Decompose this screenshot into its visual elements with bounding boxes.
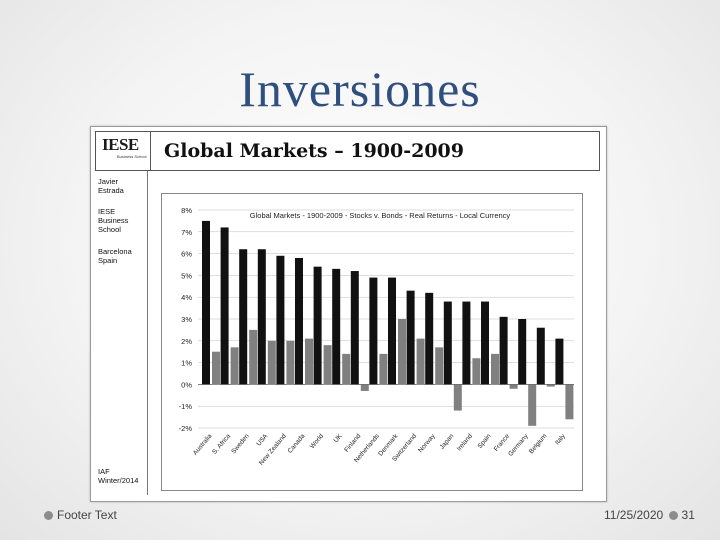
y-tick-label: 0% bbox=[181, 380, 192, 389]
bonds-bar bbox=[416, 338, 425, 385]
bonds-bar bbox=[267, 340, 276, 385]
y-tick-label: 8% bbox=[181, 206, 192, 215]
chart-title: Global Markets - 1900-2009 - Stocks v. B… bbox=[250, 211, 511, 220]
y-tick-label: 1% bbox=[181, 359, 192, 368]
y-tick-label: 3% bbox=[181, 315, 192, 324]
side-text: Spain bbox=[98, 256, 118, 265]
category-label: USA bbox=[255, 432, 269, 447]
category-label: Ireland bbox=[456, 432, 474, 452]
category-label: Spain bbox=[476, 432, 492, 450]
y-tick-label: 5% bbox=[181, 271, 192, 280]
category-label: UK bbox=[333, 432, 345, 444]
stocks-bar bbox=[555, 338, 564, 385]
category-label: Norway bbox=[417, 432, 437, 454]
stocks-bar bbox=[350, 271, 359, 385]
side-text: Barcelona bbox=[98, 247, 132, 256]
iese-logo: IESE Business School bbox=[96, 132, 151, 170]
category-label: S. Africa bbox=[211, 433, 232, 456]
category-label: World bbox=[309, 432, 325, 450]
category-label: Sweden bbox=[230, 432, 251, 455]
stocks-bar bbox=[332, 268, 341, 385]
slide-title: Inversiones bbox=[239, 61, 481, 117]
side-text: Javier bbox=[98, 177, 119, 186]
stocks-bar bbox=[239, 249, 248, 385]
bar-chart: Global Markets - 1900-2009 - Stocks v. B… bbox=[179, 206, 574, 467]
stocks-bar bbox=[369, 277, 378, 385]
logo-text: IESE bbox=[102, 135, 139, 154]
y-tick-label: 2% bbox=[181, 337, 192, 346]
side-text: IAF bbox=[98, 467, 110, 476]
y-tick-label: 4% bbox=[181, 293, 192, 302]
stocks-bar bbox=[257, 249, 266, 385]
side-text: IESE bbox=[98, 207, 116, 216]
bonds-bar bbox=[528, 384, 537, 426]
stocks-bar bbox=[295, 257, 303, 385]
bonds-bar bbox=[491, 353, 499, 385]
chart-frame: Global Markets - 1900-2009 - Stocks v. B… bbox=[161, 193, 583, 491]
stocks-bar bbox=[313, 266, 322, 385]
bonds-bar bbox=[323, 345, 332, 385]
bonds-bar bbox=[398, 319, 406, 385]
bonds-bar bbox=[453, 384, 462, 411]
stocks-bar bbox=[462, 301, 471, 385]
bonds-bar bbox=[379, 353, 388, 385]
category-label: Belgium bbox=[528, 433, 548, 455]
bullet-icon bbox=[44, 511, 53, 521]
bonds-bar bbox=[286, 340, 295, 385]
side-text: Estrada bbox=[98, 186, 124, 195]
bonds-bar bbox=[230, 347, 239, 385]
logo-subtext: Business School bbox=[117, 154, 147, 159]
bonds-bar bbox=[249, 329, 258, 385]
stocks-bar bbox=[406, 290, 415, 385]
category-label: Canada bbox=[287, 433, 307, 455]
panel-title: Global Markets – 1900-2009 bbox=[164, 140, 465, 162]
bonds-bar bbox=[305, 338, 313, 385]
y-tick-label: -1% bbox=[179, 402, 193, 411]
bonds-bar bbox=[509, 384, 518, 389]
footer-label: Footer Text bbox=[57, 508, 117, 522]
stocks-bar bbox=[388, 277, 396, 385]
stocks-bar bbox=[202, 220, 210, 385]
bonds-bar bbox=[212, 351, 220, 385]
stocks-bar bbox=[481, 301, 489, 385]
category-label: Germany bbox=[507, 432, 530, 458]
stocks-bar bbox=[220, 227, 229, 385]
bullet-icon bbox=[668, 511, 678, 521]
bonds-bar bbox=[546, 384, 555, 387]
stocks-bar bbox=[443, 301, 452, 385]
y-tick-label: -2% bbox=[179, 424, 193, 433]
bonds-bar bbox=[342, 353, 351, 385]
y-tick-label: 7% bbox=[181, 228, 192, 237]
stocks-bar bbox=[425, 292, 434, 385]
bonds-bar bbox=[360, 384, 369, 391]
stocks-bar bbox=[518, 319, 527, 385]
side-text: Business bbox=[98, 216, 129, 225]
y-tick-label: 6% bbox=[181, 250, 192, 259]
footer-text: Footer Text bbox=[44, 508, 117, 522]
stocks-bar bbox=[499, 316, 508, 385]
panel-header: IESE Business School Global Markets – 19… bbox=[95, 131, 600, 171]
bonds-bar bbox=[565, 384, 574, 420]
bonds-bar bbox=[472, 358, 481, 385]
side-text: Winter/2014 bbox=[98, 476, 139, 485]
stocks-bar bbox=[536, 327, 545, 385]
category-label: Australia bbox=[192, 432, 214, 456]
category-label: France bbox=[493, 432, 512, 452]
chart-panel: IESE Business School Global Markets – 19… bbox=[90, 126, 607, 502]
category-label: Italy bbox=[554, 432, 568, 446]
category-label: Japan bbox=[439, 432, 456, 450]
page-number: 31 bbox=[681, 508, 695, 522]
bonds-bar bbox=[435, 347, 444, 385]
footer-date-page: 11/25/2020 31 bbox=[604, 508, 695, 522]
footer-date: 11/25/2020 bbox=[604, 508, 664, 522]
stocks-bar bbox=[276, 255, 285, 385]
side-text: School bbox=[98, 225, 121, 234]
author-column: Javier Estrada IESE Business School Barc… bbox=[95, 171, 148, 495]
